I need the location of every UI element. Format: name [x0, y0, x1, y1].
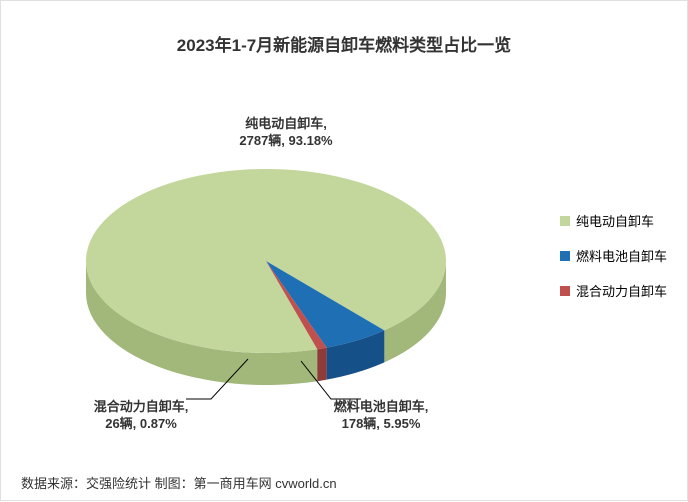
slice-label-fuelcell: 燃料电池自卸车, 178辆, 5.95%: [311, 399, 451, 433]
legend-item-fuelcell: 燃料电池自卸车: [560, 246, 667, 265]
source-attribution: 数据来源：交强险统计 制图：第一商用车网 cvworld.cn: [21, 473, 337, 492]
slice-label-hybrid: 混合动力自卸车, 26辆, 0.87%: [71, 399, 211, 433]
legend-marker-icon: [560, 286, 570, 296]
legend: 纯电动自卸车 燃料电池自卸车 混合动力自卸车: [560, 211, 667, 316]
legend-marker-icon: [560, 216, 570, 226]
legend-label: 混合动力自卸车: [576, 281, 667, 300]
legend-item-hybrid: 混合动力自卸车: [560, 281, 667, 300]
legend-label: 燃料电池自卸车: [576, 246, 667, 265]
chart-title: 2023年1-7月新能源自卸车燃料类型占比一览: [1, 31, 687, 56]
legend-item-ev: 纯电动自卸车: [560, 211, 667, 230]
legend-marker-icon: [560, 251, 570, 261]
pie-chart-3d: [41, 101, 501, 441]
legend-label: 纯电动自卸车: [576, 211, 654, 230]
slice-label-ev: 纯电动自卸车, 2787辆, 93.18%: [211, 116, 361, 150]
